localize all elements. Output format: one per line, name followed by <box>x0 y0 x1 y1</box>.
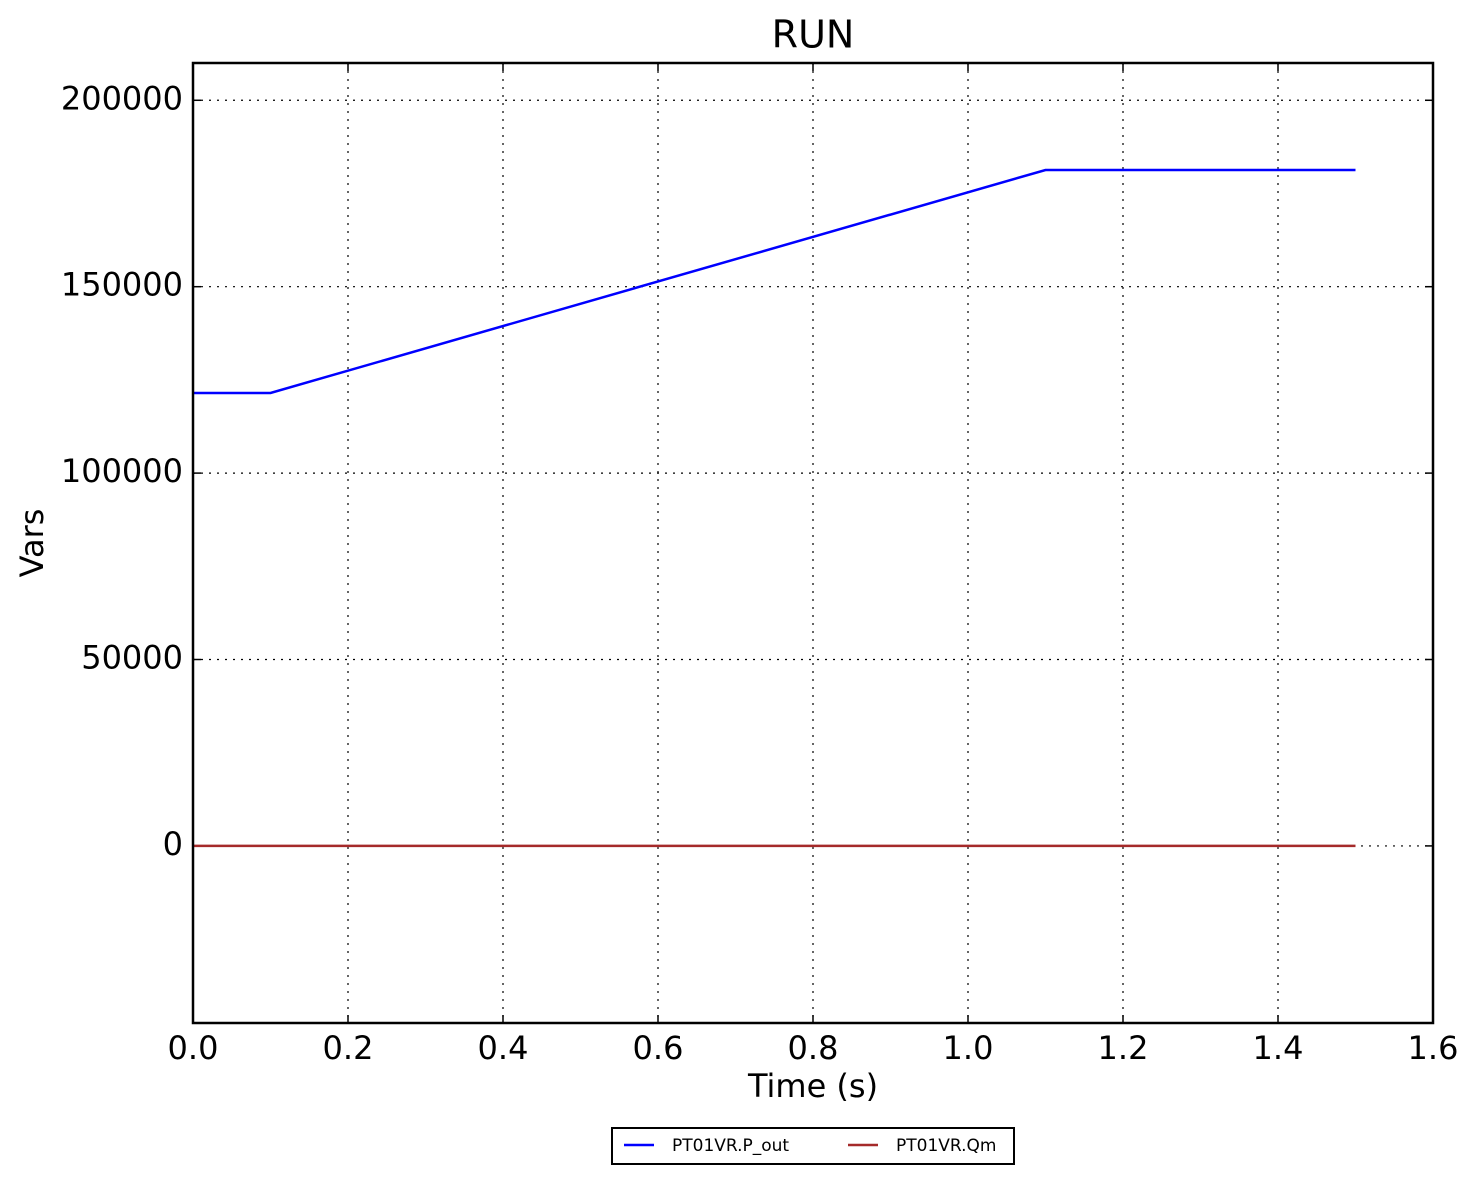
x-tick-label: 0.0 <box>168 1029 219 1067</box>
x-tick-label: 0.6 <box>633 1029 684 1067</box>
y-tick-label: 0 <box>163 825 183 863</box>
legend-label: PT01VR.Qm <box>896 1136 996 1156</box>
x-tick-label: 1.4 <box>1253 1029 1304 1067</box>
x-tick-label: 1.2 <box>1098 1029 1149 1067</box>
y-tick-label: 50000 <box>81 639 183 677</box>
series-line <box>193 168 1356 395</box>
y-axis-label: Vars <box>13 509 51 578</box>
legend-label: PT01VR.P_out <box>672 1136 789 1156</box>
y-tick-label: 150000 <box>61 266 183 304</box>
x-tick-label: 1.6 <box>1408 1029 1459 1067</box>
chart-title: RUN <box>772 13 855 57</box>
legend: PT01VR.P_out PT01VR.Qm <box>611 1127 1015 1165</box>
y-tick-label: 200000 <box>61 79 183 117</box>
x-tick-label: 1.0 <box>943 1029 994 1067</box>
y-tick-label: 100000 <box>61 452 183 490</box>
x-tick-label: 0.2 <box>323 1029 374 1067</box>
plot-frame <box>191 61 1435 1025</box>
legend-box <box>611 1127 1015 1165</box>
x-tick-label: 0.4 <box>478 1029 529 1067</box>
x-tick-label: 0.8 <box>788 1029 839 1067</box>
x-axis-label: Time (s) <box>747 1067 878 1105</box>
